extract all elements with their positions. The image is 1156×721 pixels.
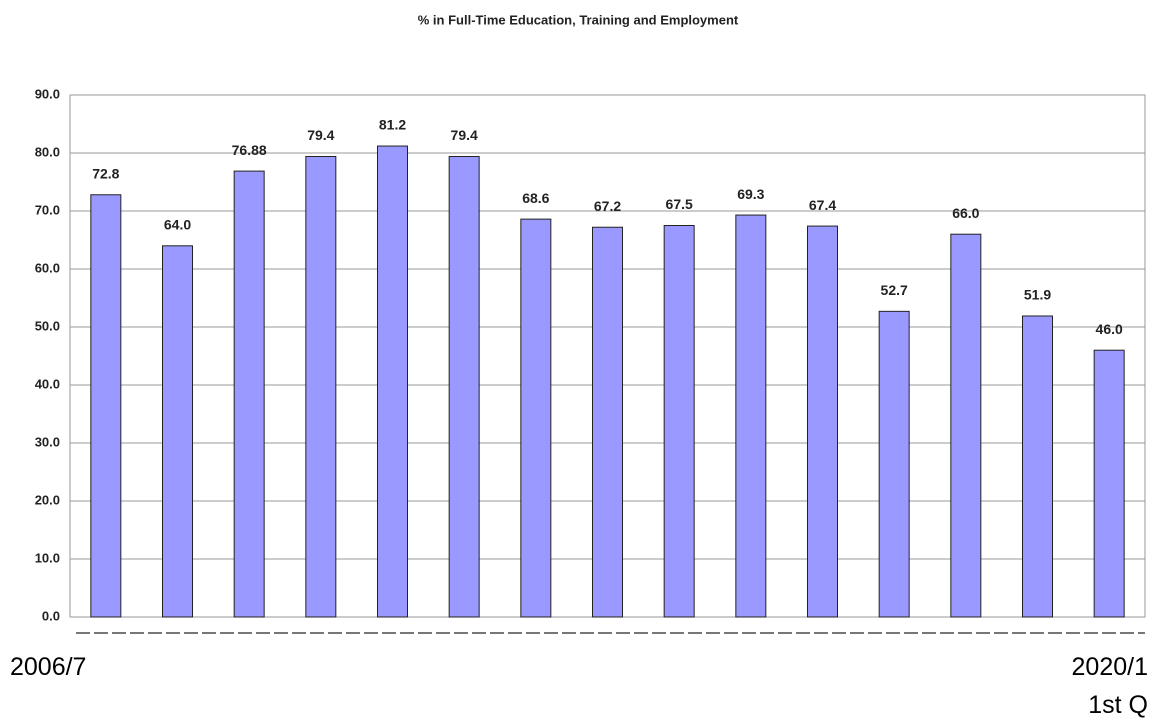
bar [878, 310, 910, 618]
bar [1022, 315, 1053, 618]
chart-title: % in Full-Time Education, Training and E… [418, 12, 739, 27]
value-label: 67.4 [809, 197, 836, 213]
bar [735, 214, 767, 618]
bar [162, 245, 193, 618]
bar [90, 194, 122, 618]
bar [1093, 349, 1125, 618]
value-label: 67.5 [666, 196, 693, 212]
y-tick-label: 70.0 [35, 202, 60, 217]
value-label: 81.2 [379, 117, 406, 133]
y-tick-label: 10.0 [35, 550, 60, 565]
bar [377, 145, 408, 618]
value-label: 67.2 [594, 198, 621, 214]
value-label: 51.9 [1024, 287, 1051, 303]
x-tick-label: 2020/1 1st Q [1071, 653, 1148, 719]
bar [950, 233, 982, 618]
value-label: 72.8 [92, 165, 119, 181]
y-tick-label: 40.0 [35, 376, 60, 391]
bar [592, 226, 623, 618]
bar [305, 155, 337, 618]
y-tick-label: 30.0 [35, 434, 60, 449]
y-tick-label: 50.0 [35, 318, 60, 333]
bar [448, 155, 480, 618]
y-tick-label: 20.0 [35, 492, 60, 507]
value-label: 46.0 [1096, 321, 1123, 337]
value-label: 76.88 [232, 142, 267, 158]
bar [663, 225, 695, 618]
value-label: 69.3 [737, 186, 764, 202]
bar [520, 218, 552, 618]
value-label: 64.0 [164, 217, 191, 233]
value-label: 52.7 [881, 282, 908, 298]
y-tick-label: 90.0 [35, 86, 60, 101]
y-tick-label: 80.0 [35, 144, 60, 159]
value-label: 79.4 [307, 127, 334, 143]
bar [233, 170, 265, 618]
y-tick-label: 0.0 [42, 608, 60, 623]
value-label: 79.4 [451, 127, 478, 143]
value-label: 66.0 [952, 205, 979, 221]
bar [807, 225, 838, 618]
y-tick-label: 60.0 [35, 260, 60, 275]
value-label: 68.6 [522, 190, 549, 206]
x-tick-label: 2006/7 [10, 653, 87, 681]
